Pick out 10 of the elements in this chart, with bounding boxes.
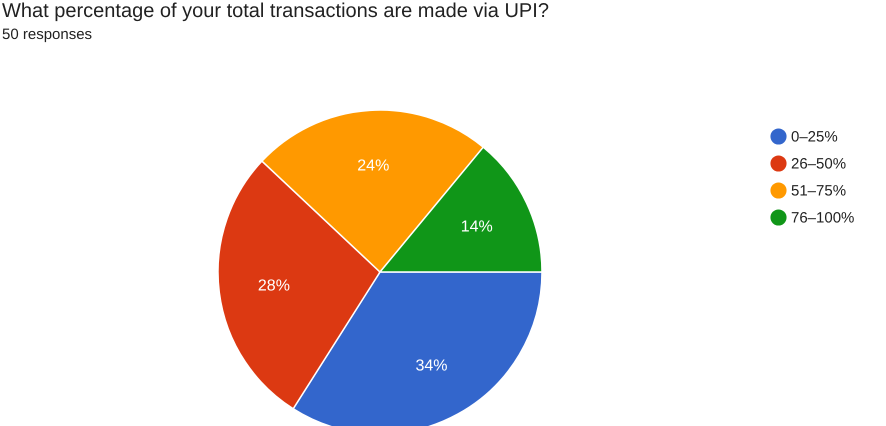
text: 50 responses <box>2 26 92 43</box>
data-label: 34% <box>415 358 448 375</box>
data-label: 14% <box>460 218 493 236</box>
data-label: 24% <box>357 157 390 174</box>
data-label: 28% <box>258 277 290 294</box>
legend-label: 26–50% <box>791 156 846 172</box>
legend-label: 76–100% <box>791 210 854 226</box>
legend-label: 0–25% <box>791 128 838 146</box>
legend-label: 51–75% <box>791 182 846 200</box>
chart-title: What percentage of your total transactions are made via UPI? <box>2 0 549 22</box>
